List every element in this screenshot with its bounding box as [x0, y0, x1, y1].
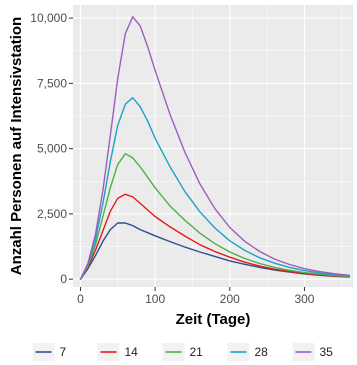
- legend-label: 35: [320, 345, 334, 359]
- series-line-21: [79, 153, 350, 280]
- legend-label: 28: [255, 345, 269, 359]
- series-line-35: [79, 16, 350, 280]
- y-tick-label: 0: [60, 272, 67, 286]
- legend-item-21: 21: [162, 343, 204, 361]
- x-axis-title: Zeit (Tage): [176, 311, 251, 328]
- y-tick-label: 2,500: [37, 207, 67, 221]
- x-tick-label: 0: [77, 292, 84, 306]
- y-tick-label: 10,000: [30, 11, 67, 25]
- plot-background: [73, 5, 353, 287]
- y-axis: 0 2,500 5,000 7,500 10,000: [30, 11, 73, 286]
- legend-item-14: 14: [97, 343, 139, 361]
- y-tick-label: 7,500: [37, 76, 67, 90]
- y-tick-label: 5,000: [37, 142, 67, 156]
- plot-area: [73, 5, 353, 287]
- legend-item-35: 35: [292, 343, 334, 361]
- legend-item-7: 7: [32, 343, 67, 361]
- y-axis-title: Anzahl Personen auf Intensivstation: [8, 17, 25, 275]
- series-line-14: [79, 193, 350, 280]
- x-axis: 0 100 200 300: [77, 287, 315, 306]
- x-tick-label: 100: [145, 292, 165, 306]
- legend-label: 7: [60, 345, 67, 359]
- legend-label: 21: [190, 345, 204, 359]
- x-tick-label: 300: [294, 292, 314, 306]
- legend-item-28: 28: [227, 343, 269, 361]
- x-tick-label: 200: [220, 292, 240, 306]
- series-line-28: [79, 97, 350, 280]
- legend-label: 14: [125, 345, 139, 359]
- legend: 7 14 21 28 35: [32, 343, 334, 361]
